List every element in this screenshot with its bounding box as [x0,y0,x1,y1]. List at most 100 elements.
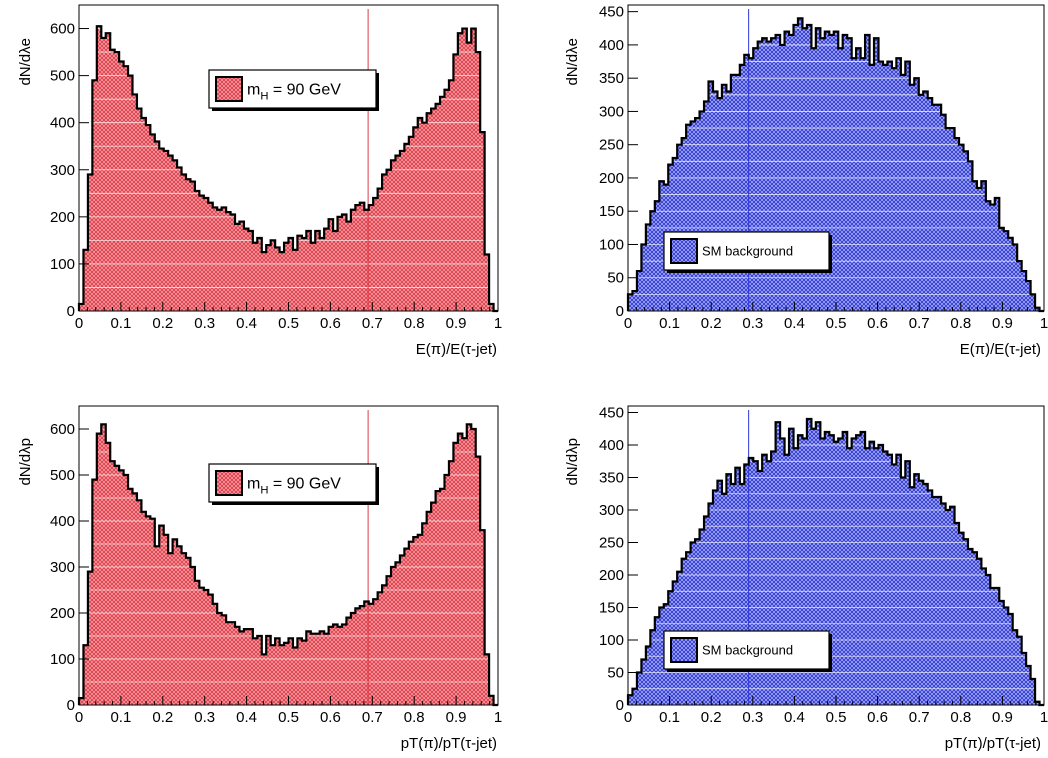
histogram-bin [261,252,267,311]
histogram-bin [395,562,401,705]
histogram-bin [847,448,853,705]
histogram-bin [824,432,830,705]
histogram-bin [279,645,285,705]
histogram-bin [659,181,665,311]
y-tick-label: 400 [599,437,624,454]
histogram-bin [757,471,763,705]
histogram-bin [341,624,347,705]
histogram-bin [887,61,893,311]
histogram-bin [802,438,808,705]
histogram-bin [1026,666,1031,705]
histogram-bin [315,633,321,705]
x-axis-title: pT(π)/pT(τ-jet) [401,735,497,752]
histogram-bin [950,506,955,705]
histogram-bin [896,454,902,705]
histogram-bin [771,451,777,705]
histogram-bin [243,629,249,705]
histogram-bin [628,695,633,705]
x-tick-label: 0.3 [194,709,215,726]
y-tick-label: 600 [50,421,75,438]
x-tick-label: 0 [624,709,632,726]
histogram-bin [856,48,862,311]
y-tick-label: 150 [599,600,624,617]
histogram-bin [1008,237,1014,311]
histogram-bin [239,631,245,705]
x-tick-label: 0.4 [784,709,805,726]
histogram-bin [297,235,303,311]
histogram-bin [963,539,969,705]
histogram-bin [413,127,419,312]
histogram-bin [932,104,938,311]
histogram-bin [739,484,745,705]
histogram-bin [954,523,960,705]
histogram-bin [301,238,307,311]
histogram-bin [333,230,338,311]
histogram-bin [306,230,312,311]
y-tick-label: 350 [599,70,624,87]
histogram-bin [128,488,133,705]
histogram-bin [350,209,356,311]
histogram-bin [981,181,987,311]
histogram-bin [422,523,428,705]
x-tick-label: 0.7 [362,315,383,332]
x-tick-label: 0 [75,709,83,726]
histogram-bin [150,518,156,705]
histogram-bin [391,160,396,311]
histogram-bin [145,516,151,705]
y-tick-label: 200 [599,170,624,187]
histogram-bin [695,539,700,705]
histogram-bin [87,174,93,311]
histogram-bin [990,204,996,311]
histogram-bin [132,94,138,311]
histogram-bin [1012,630,1018,705]
histogram-bin [757,41,763,312]
x-axis-title: E(π)/E(τ-jet) [416,341,497,358]
histogram-bin [1035,307,1040,311]
histogram-bin [257,238,263,311]
histogram-bin [444,89,450,311]
histogram-bin [435,103,441,311]
histogram-bin [480,132,486,311]
y-gridlines [628,11,1044,295]
histogram-bin [972,181,978,311]
x-tick-label: 0.2 [152,315,173,332]
histogram-bin [413,537,419,705]
histogram-bin [453,54,459,311]
histogram-bin [976,187,982,311]
y-tick-label: 200 [50,605,75,622]
x-tick-label: 0.6 [867,315,888,332]
histogram-bin [172,539,178,705]
histogram-bin [882,451,888,705]
histogram-bin [92,80,98,311]
histogram-bin [824,31,830,311]
histogram-bin [860,58,866,311]
histogram-bin [292,647,298,705]
histogram-outline [626,17,1044,313]
histogram-bin [726,474,732,705]
y-tick-label: 100 [599,632,624,649]
histogram-bin [163,534,169,705]
x-tick-label: 0.1 [110,315,131,332]
histogram-bin [252,638,258,705]
histogram-bin [440,96,445,311]
histogram-bin [721,493,727,705]
y-tick-label: 400 [599,37,624,54]
histogram-bin [771,38,777,312]
y-tick-label: 300 [599,103,624,120]
histogram-bin [319,631,325,705]
histogram-bin [168,553,174,705]
x-tick-label: 0.5 [826,709,847,726]
histogram-bin [275,638,280,705]
histogram-bins [79,26,494,312]
histogram-bin [315,230,321,311]
histogram-bin [829,435,835,705]
histogram-bin [851,438,857,705]
legend: SM background [663,231,832,273]
histogram-bin [717,98,723,311]
histogram-bin [641,659,647,705]
histogram-bin [466,424,472,705]
x-tick-label: 0.4 [236,315,257,332]
histogram-bin [212,207,218,311]
histogram-bin [869,441,875,705]
